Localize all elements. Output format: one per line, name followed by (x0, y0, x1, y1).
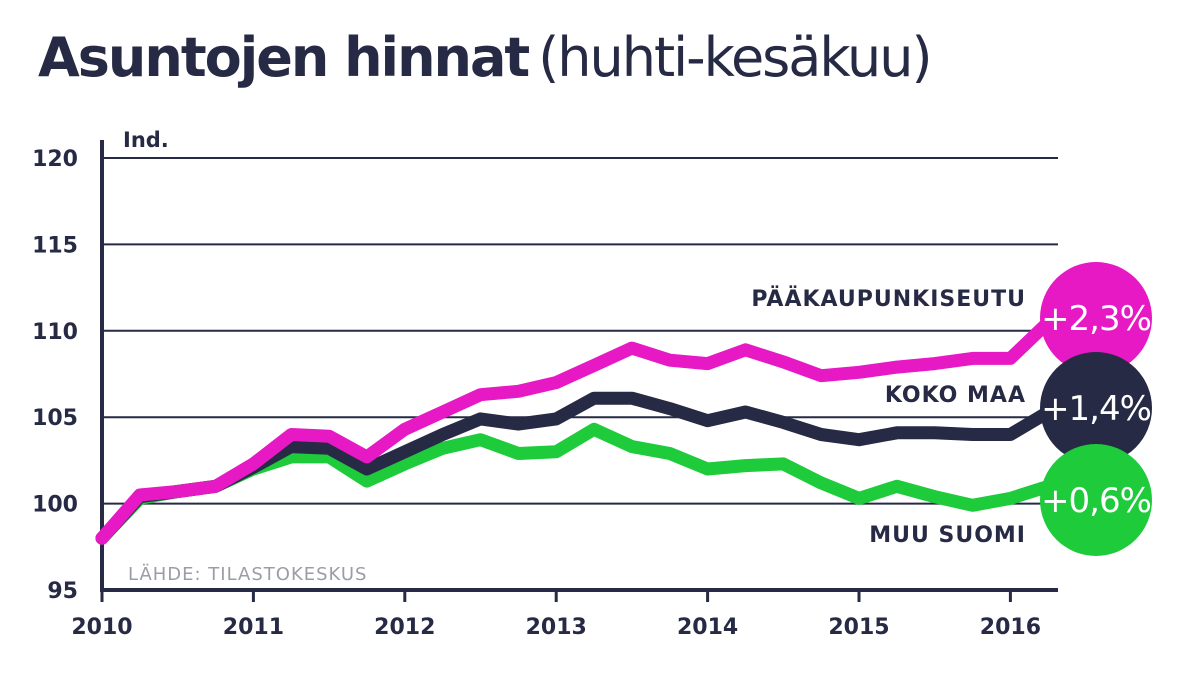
gridlines (102, 157, 1058, 505)
change-badge-muu-suomi (1040, 444, 1152, 556)
x-tick-2015: 2015 (828, 615, 889, 640)
source-label: LÄHDE: TILASTOKESKUS (128, 564, 367, 585)
series-label-muu-suomi: MUU SUOMI (869, 523, 1026, 548)
y-tick-105: 105 (32, 406, 78, 431)
y-tick-95: 95 (47, 579, 78, 604)
x-tick-labels: 2010 2011 2012 2013 2014 2015 2016 (71, 615, 1041, 640)
title-main: Asuntojen hinnat (38, 26, 530, 89)
x-tick-2014: 2014 (677, 615, 738, 640)
series-label-paakaupunkiseutu: PÄÄKAUPUNKISEUTU (751, 286, 1026, 312)
x-tick-2010: 2010 (71, 615, 132, 640)
chart-title: Asuntojen hinnat (huhti-kesäkuu) (38, 26, 933, 89)
y-tick-labels: 95 100 105 110 115 120 (32, 147, 78, 604)
y-tick-100: 100 (32, 493, 78, 518)
change-badge-koko-maa (1040, 352, 1152, 464)
x-tick-2012: 2012 (374, 615, 435, 640)
series-line-muu-suomi (95, 422, 1055, 545)
change-badges: +2,3% +1,4% +0,6% (1040, 262, 1152, 556)
x-tick-2016: 2016 (980, 615, 1041, 640)
series-labels: PÄÄKAUPUNKISEUTU KOKO MAA MUU SUOMI (751, 286, 1026, 548)
y-tick-120: 120 (32, 147, 78, 172)
series-lines (95, 315, 1055, 545)
y-tick-110: 110 (32, 320, 78, 345)
change-value-paakaupunkiseutu: +2,3% (1041, 299, 1151, 339)
y-tick-115: 115 (32, 233, 78, 258)
title-subtitle: (huhti-kesäkuu) (538, 26, 932, 89)
y-axis-unit-label: Ind. (123, 128, 169, 152)
change-value-koko-maa: +1,4% (1041, 389, 1151, 429)
series-label-koko-maa: KOKO MAA (885, 383, 1026, 408)
x-tick-2013: 2013 (526, 615, 587, 640)
x-tick-2011: 2011 (223, 615, 284, 640)
change-value-muu-suomi: +0,6% (1041, 481, 1151, 521)
axes (100, 140, 1058, 602)
series-line-paakaupunkiseutu (95, 315, 1055, 545)
change-badge-paakaupunkiseutu (1040, 262, 1152, 374)
